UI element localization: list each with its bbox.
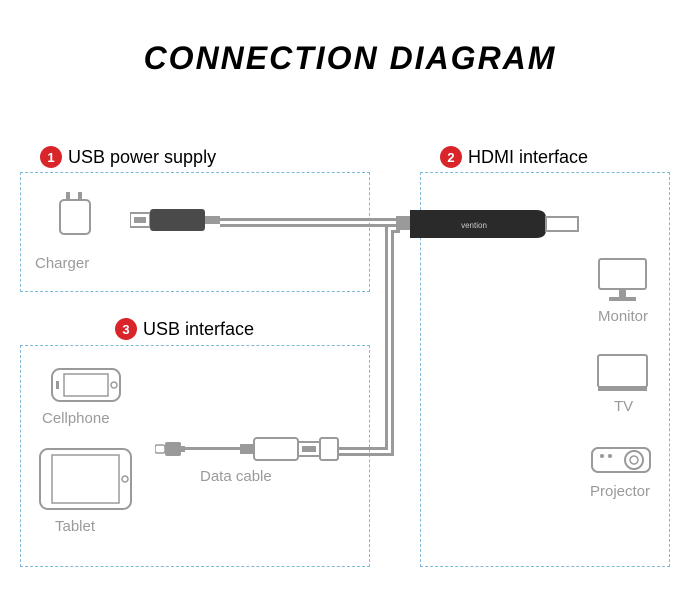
usb-plug-power-icon <box>130 205 220 235</box>
section-3-label: USB interface <box>143 319 254 340</box>
cable-line <box>391 230 400 233</box>
usb-tip-icon <box>155 440 185 458</box>
charger-icon <box>48 190 98 240</box>
hdmi-hub-icon: vention <box>396 204 586 244</box>
usb-plug-data-icon <box>240 434 340 464</box>
tablet-icon <box>38 445 133 513</box>
cable-line <box>220 218 400 221</box>
cable-line <box>185 447 240 450</box>
cellphone-label: Cellphone <box>42 410 110 427</box>
datacable-label: Data cable <box>200 468 272 485</box>
badge-2: 2 <box>440 146 462 168</box>
monitor-icon <box>595 255 650 305</box>
section-1-header: 1 USB power supply <box>40 146 216 168</box>
tv-icon <box>595 352 650 394</box>
brand-text: vention <box>461 221 487 230</box>
charger-label: Charger <box>35 255 89 272</box>
tv-label: TV <box>614 398 633 415</box>
tablet-label: Tablet <box>55 518 95 535</box>
section-2-header: 2 HDMI interface <box>440 146 588 168</box>
section-3-header: 3 USB interface <box>115 318 254 340</box>
section-1-label: USB power supply <box>68 147 216 168</box>
cable-line <box>385 224 388 450</box>
cable-line <box>385 224 400 227</box>
cable-line <box>391 230 394 456</box>
page-title: CONNECTION DIAGRAM <box>0 40 700 77</box>
section-2-label: HDMI interface <box>468 147 588 168</box>
cable-line <box>338 453 392 456</box>
badge-1: 1 <box>40 146 62 168</box>
cable-line <box>338 447 386 450</box>
monitor-label: Monitor <box>598 308 648 325</box>
badge-3: 3 <box>115 318 137 340</box>
projector-label: Projector <box>590 483 650 500</box>
projector-icon <box>590 440 652 480</box>
cable-line <box>220 224 388 227</box>
cellphone-icon <box>50 365 122 405</box>
